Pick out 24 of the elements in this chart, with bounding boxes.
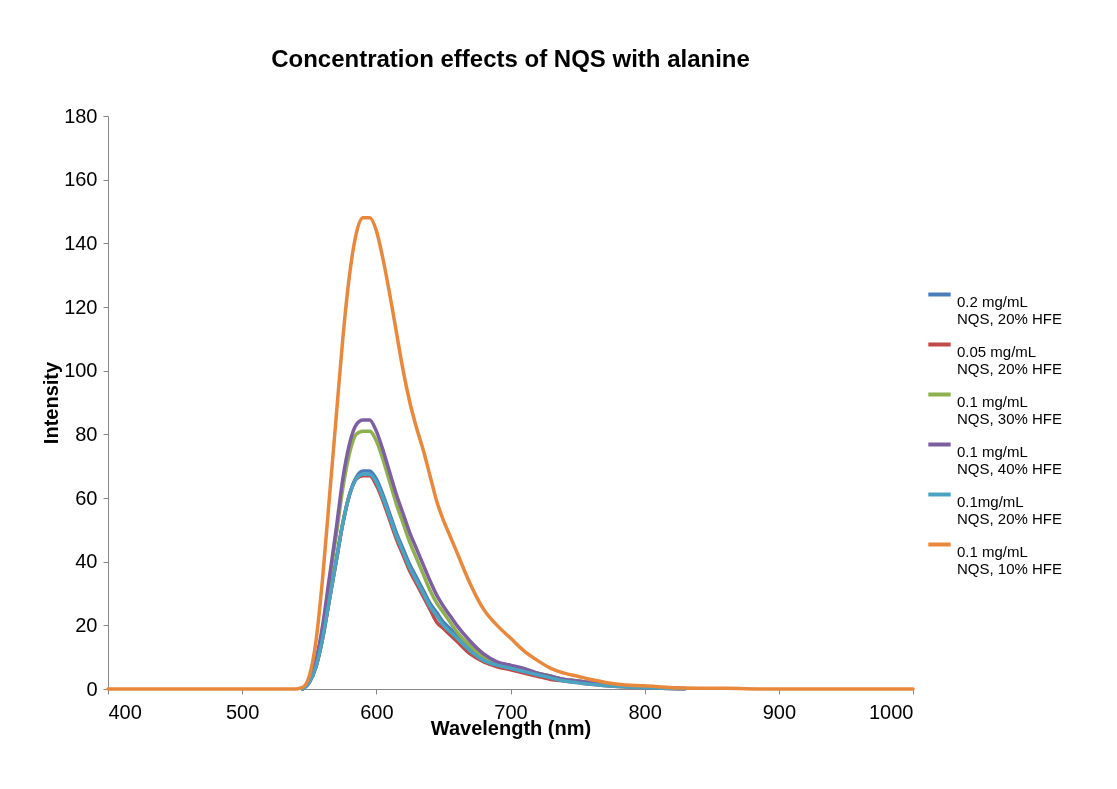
legend-label: 0.2 mg/mL NQS, 20% HFE (957, 292, 1063, 327)
legend-label: 0.1 mg/mL NQS, 10% HFE (957, 542, 1063, 577)
chart-title: Concentration effects of NQS with alanine (271, 45, 750, 72)
x-tick-label: 800 (628, 700, 662, 723)
y-tick-label: 20 (75, 613, 98, 636)
x-tick-label: 400 (108, 700, 142, 723)
x-tick-label: 600 (360, 700, 394, 723)
y-tick-label: 80 (75, 422, 98, 445)
x-tick-label: 900 (762, 700, 797, 723)
y-tick-label: 60 (75, 486, 98, 509)
y-tick-label: 140 (64, 231, 98, 254)
x-tick-label: 500 (225, 700, 260, 723)
y-tick-label: 120 (64, 295, 98, 318)
legend-label: 0.1 mg/mL NQS, 40% HFE (957, 442, 1063, 477)
legend-label: 0.05 mg/mL NQS, 20% HFE (957, 342, 1063, 377)
y-tick-label: 160 (64, 168, 98, 191)
y-tick-label: 180 (64, 104, 98, 127)
x-tick-label: 1000 (869, 700, 914, 723)
legend-label: 0.1mg/mL NQS, 20% HFE (957, 492, 1063, 527)
y-tick-label: 40 (75, 550, 98, 573)
y-axis-title: Intensity (40, 361, 63, 445)
y-tick-label: 0 (86, 677, 98, 700)
y-tick-label: 100 (64, 359, 98, 382)
legend-label: 0.1 mg/mL NQS, 30% HFE (957, 392, 1063, 427)
